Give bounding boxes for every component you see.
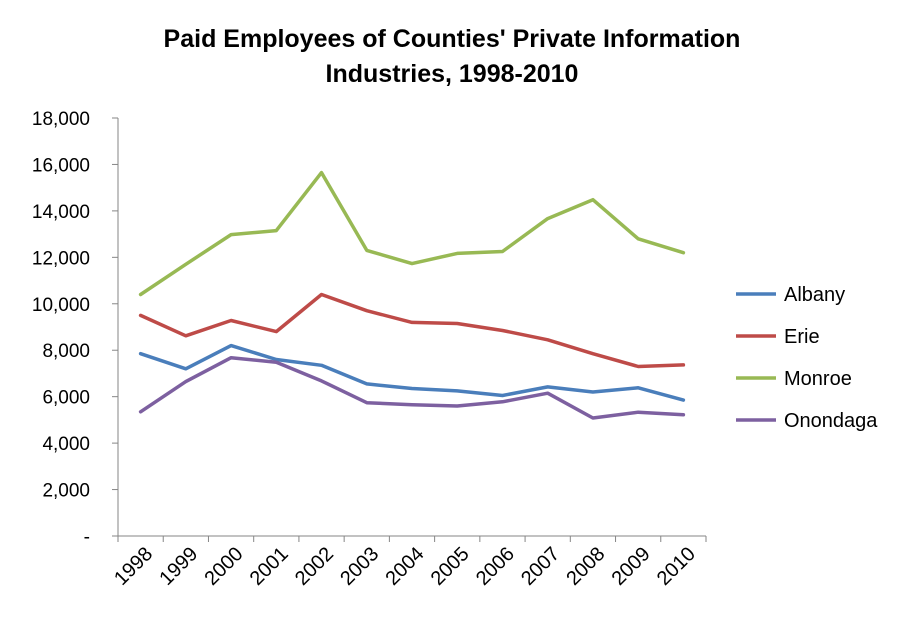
x-tick-label: 2007 (517, 543, 564, 590)
y-tick-label: 2,000 (42, 481, 90, 502)
chart-title-line-2: Industries, 1998-2010 (326, 60, 579, 88)
x-tick-label: 1999 (155, 543, 202, 590)
x-tick-label: 2000 (201, 543, 248, 590)
x-tick-label: 2002 (291, 543, 338, 590)
y-axis: - 2,000 4,000 6,000 8,000 10,000 12,000 14,000 1… (32, 109, 119, 548)
chart-title-line-1: Paid Employees of Counties' Private Info… (164, 25, 741, 53)
x-tick-label: 2001 (246, 543, 293, 590)
series-lines (138, 170, 686, 420)
y-tick-label: 14,000 (32, 202, 90, 223)
x-tick-label: 2006 (472, 543, 519, 590)
x-tick-label: 2010 (653, 543, 700, 590)
series-line-onondaga (138, 355, 686, 420)
y-tick-label: 18,000 (32, 109, 90, 130)
x-tick-label: 1998 (110, 543, 157, 590)
y-tick-label: 4,000 (42, 434, 90, 455)
y-tick-label: 12,000 (32, 248, 90, 269)
x-axis: 1998199920002001200220032004200520062007… (110, 535, 707, 590)
series-line-albany (138, 343, 686, 402)
series-line-erie (138, 292, 686, 369)
y-tick-label: 8,000 (42, 341, 90, 362)
x-tick-label: 2008 (562, 543, 609, 590)
x-tick-label: 2003 (336, 543, 383, 590)
legend-label-erie: Erie (784, 326, 820, 348)
x-tick-label: 2009 (608, 543, 655, 590)
y-tick-label: 10,000 (32, 295, 90, 316)
x-tick-label: 2004 (381, 543, 428, 590)
legend-label-onondaga: Onondaga (784, 410, 878, 432)
y-tick-label: 6,000 (42, 388, 90, 409)
legend-label-monroe: Monroe (784, 368, 852, 390)
y-tick-label: - (84, 527, 90, 548)
legend: Albany Erie Monroe Onondaga (736, 284, 878, 432)
series-line-monroe (138, 170, 686, 297)
y-tick-label: 16,000 (32, 155, 90, 176)
legend-label-albany: Albany (784, 284, 845, 306)
x-tick-label: 2005 (427, 543, 474, 590)
